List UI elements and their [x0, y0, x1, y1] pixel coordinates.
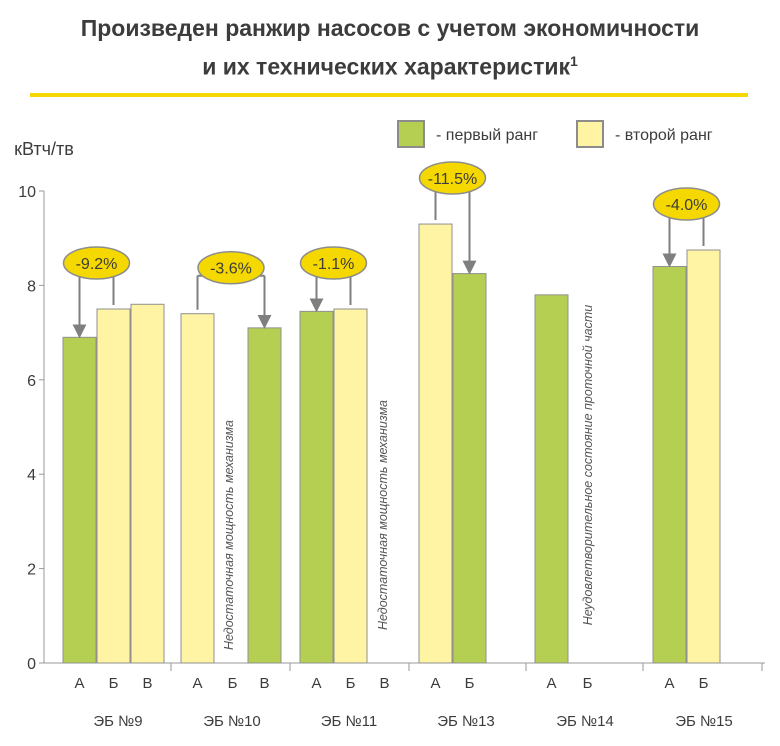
- group-note: Недостаточная мощность механизма: [376, 400, 390, 630]
- x-tick-label: В: [259, 675, 269, 692]
- bar-ЭБ №10-В: [247, 327, 282, 664]
- bar-ЭБ №15-Б: [686, 249, 721, 664]
- change-label: -4.0%: [666, 197, 708, 214]
- title-underline: [30, 93, 748, 97]
- bar-ЭБ №11-Б: [333, 308, 368, 664]
- group-label: ЭБ №14: [556, 713, 614, 730]
- chart-title-footnote: 1: [569, 53, 578, 69]
- bar-ЭБ №11-А: [299, 310, 334, 664]
- y-tick-label: 8: [27, 278, 36, 295]
- x-tick-label: А: [430, 675, 440, 692]
- bar-ЭБ №13-А: [418, 223, 453, 664]
- change-label: -3.6%: [210, 261, 252, 278]
- group-label: ЭБ №10: [203, 713, 261, 730]
- y-tick-label: 10: [18, 184, 36, 201]
- change-label: -11.5%: [428, 171, 478, 188]
- legend-label-first: - первый ранг: [436, 127, 538, 144]
- change-bubble: [197, 250, 265, 285]
- x-tick-label: А: [311, 675, 321, 692]
- chart-title-line-1: Произведен ранжир насосов с учетом эконо…: [80, 15, 700, 41]
- group-label: ЭБ №11: [321, 713, 377, 730]
- bar-ЭБ №13-Б: [452, 273, 487, 664]
- x-tick-label: А: [664, 675, 674, 692]
- change-bubble: [418, 161, 487, 195]
- group-label: ЭБ №15: [675, 713, 733, 730]
- x-tick-label: А: [192, 675, 202, 692]
- group-label: ЭБ №9: [93, 713, 142, 730]
- change-bubble: [62, 246, 131, 280]
- legend-label-second: - второй ранг: [615, 127, 713, 144]
- group-note: Неудовлетворительное состояние проточной…: [581, 305, 595, 626]
- bar-ЭБ №9-А: [62, 336, 97, 664]
- group-note: Недостаточная мощность механизма: [222, 420, 236, 650]
- x-tick-label: Б: [109, 675, 119, 692]
- x-tick-label: А: [546, 675, 556, 692]
- y-tick-label: 4: [27, 467, 36, 484]
- y-tick-label: 0: [27, 656, 36, 673]
- x-tick-label: Б: [583, 675, 593, 692]
- y-tick-label: 6: [27, 373, 36, 390]
- bar-ЭБ №15-А: [652, 266, 687, 664]
- x-tick-label: В: [379, 675, 389, 692]
- chart-title-line-2: и их технических характеристик1: [0, 45, 780, 84]
- change-label: -9.2%: [76, 256, 118, 273]
- x-tick-label: Б: [465, 675, 475, 692]
- bar-ЭБ №10-А: [180, 313, 215, 664]
- group-label: ЭБ №13: [437, 713, 495, 730]
- chart-title-line-2-text: и их технических характеристик: [202, 53, 570, 80]
- bar-ЭБ №14-А: [534, 294, 569, 664]
- legend-swatch-first: [397, 120, 425, 148]
- change-label: -1.1%: [313, 256, 355, 273]
- bar-ЭБ №9-Б: [96, 308, 131, 664]
- y-tick-label: 2: [27, 562, 36, 579]
- change-bubble: [299, 246, 368, 280]
- legend-swatch-second: [576, 120, 604, 148]
- x-tick-label: Б: [346, 675, 356, 692]
- x-tick-label: Б: [699, 675, 709, 692]
- change-bubble: [652, 187, 721, 221]
- bar-ЭБ №9-В: [130, 303, 165, 664]
- x-tick-label: В: [142, 675, 152, 692]
- x-tick-label: А: [74, 675, 84, 692]
- x-tick-label: Б: [228, 675, 238, 692]
- y-axis-label: кВтч/тв: [14, 139, 74, 159]
- chart-title: Произведен ранжир насосов с учетом эконо…: [0, 12, 780, 84]
